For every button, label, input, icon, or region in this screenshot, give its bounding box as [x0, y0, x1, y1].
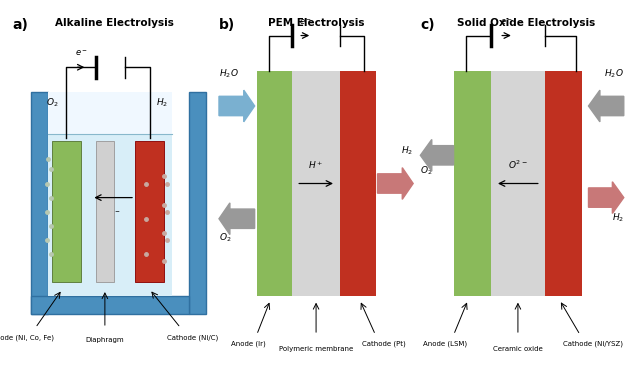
Text: $O_2$: $O_2$: [219, 231, 231, 244]
Bar: [96, 141, 114, 282]
Text: $H_2O$: $H_2O$: [219, 67, 239, 80]
Text: $H^+$: $H^+$: [308, 160, 324, 171]
Bar: [31, 296, 189, 314]
Text: $O^{2-}$: $O^{2-}$: [508, 159, 528, 171]
Text: Polymeric membrane: Polymeric membrane: [279, 346, 353, 352]
Text: a): a): [13, 18, 28, 32]
FancyArrow shape: [420, 139, 454, 171]
Text: Anode (LSM): Anode (LSM): [423, 340, 467, 347]
Text: Solid Oxide Electrolysis: Solid Oxide Electrolysis: [457, 18, 595, 28]
Bar: [491, 71, 545, 296]
Text: $H_2O$: $H_2O$: [604, 67, 624, 80]
Bar: [135, 141, 164, 282]
FancyArrow shape: [377, 168, 413, 199]
Bar: [340, 71, 376, 296]
Text: $H_2$: $H_2$: [401, 145, 413, 157]
Text: $e^-$: $e^-$: [299, 17, 312, 27]
Bar: [31, 92, 48, 314]
Bar: [292, 71, 340, 296]
Text: $e^-$: $e^-$: [74, 49, 87, 58]
Bar: [48, 134, 172, 296]
Text: Anode (Ni, Co, Fe): Anode (Ni, Co, Fe): [0, 335, 54, 342]
Text: $O_2$: $O_2$: [420, 164, 433, 177]
Bar: [454, 71, 491, 296]
Text: Ceramic oxide: Ceramic oxide: [493, 346, 543, 352]
Bar: [52, 141, 81, 282]
Text: c): c): [420, 18, 435, 32]
Text: Alkaline Electrolysis: Alkaline Electrolysis: [55, 18, 174, 28]
Text: Anode (Ir): Anode (Ir): [231, 340, 266, 347]
Bar: [48, 92, 172, 134]
Text: $OH^-$: $OH^-$: [99, 208, 121, 219]
Text: $e^-$: $e^-$: [500, 17, 513, 27]
FancyArrow shape: [219, 90, 255, 122]
FancyArrow shape: [589, 182, 624, 214]
Text: Cathode (Pt): Cathode (Pt): [362, 340, 405, 347]
FancyArrow shape: [589, 90, 624, 122]
Text: Diaphragm: Diaphragm: [86, 337, 124, 343]
FancyArrow shape: [219, 203, 255, 235]
Text: PEM Electrolysis: PEM Electrolysis: [268, 18, 364, 28]
Text: b): b): [219, 18, 235, 32]
Text: $H_2$: $H_2$: [611, 212, 624, 224]
Bar: [189, 92, 206, 314]
Text: $H_2$: $H_2$: [156, 96, 168, 109]
Bar: [257, 71, 292, 296]
Bar: [545, 71, 582, 296]
Text: $O_2$: $O_2$: [46, 96, 58, 109]
Text: Cathode (Ni/YSZ): Cathode (Ni/YSZ): [563, 340, 623, 347]
Text: Cathode (Ni/C): Cathode (Ni/C): [167, 335, 219, 342]
